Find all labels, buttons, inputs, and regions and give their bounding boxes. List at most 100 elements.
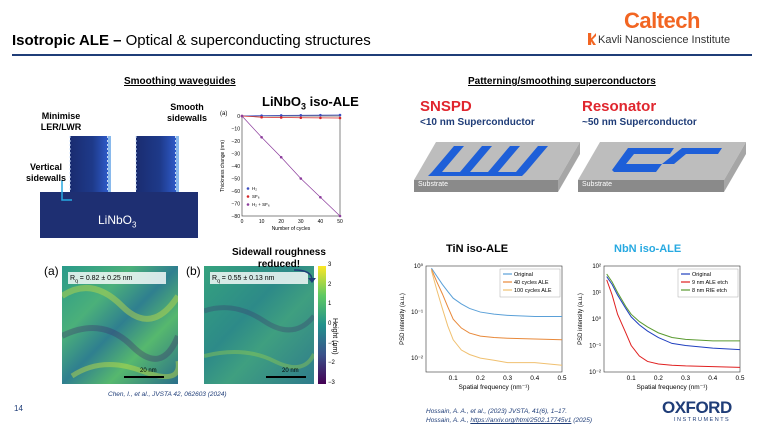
y-tick-label: −50 xyxy=(232,177,241,183)
panel-label: (a) xyxy=(220,111,227,117)
x-tick-label: 10 xyxy=(259,219,265,225)
y-tick-label: −60 xyxy=(232,189,241,195)
x-tick-label: 0.1 xyxy=(627,375,636,382)
y-axis-label: PSD intensity (a.u.) xyxy=(400,293,406,345)
series-line xyxy=(431,267,562,318)
data-point xyxy=(279,116,283,119)
tin-psd-chart: 10⁰ 10⁻¹ 10⁻² 0.1 0.2 0.3 0.4 0.5 Spatial freque… xyxy=(400,263,567,391)
title-rule xyxy=(12,54,752,56)
x-tick-label: 50 xyxy=(337,219,343,225)
data-point xyxy=(279,155,283,159)
colorbar-tick: 2 xyxy=(328,281,332,288)
y-tick-label: −40 xyxy=(232,164,241,170)
colorbar-label: Height (nm) xyxy=(331,318,338,355)
y-axis-label: Thickness change (nm) xyxy=(220,140,226,192)
data-point xyxy=(319,195,322,199)
colorbar-tick: −2 xyxy=(328,360,335,367)
data-point xyxy=(260,135,263,139)
snspd-title: SNSPD xyxy=(420,98,472,115)
x-tick-label: 0.3 xyxy=(503,375,512,382)
callout-arrow-icon xyxy=(293,269,316,283)
section-title-superconductors: Patterning/smoothing superconductors xyxy=(468,76,656,87)
resonator-title: Resonator xyxy=(582,98,657,115)
x-tick-label: 0.4 xyxy=(708,375,717,382)
arxiv-link[interactable]: https://arxiv.org/html/2502.17745v1 xyxy=(470,417,572,424)
series-line xyxy=(606,279,741,368)
panel-label-a: (a) xyxy=(44,264,59,278)
plot-frame xyxy=(241,115,341,217)
x-tick-label: 0.1 xyxy=(449,375,458,382)
data-point xyxy=(260,115,263,119)
waveguide-left xyxy=(70,136,108,192)
data-point xyxy=(279,114,283,117)
data-point xyxy=(299,177,303,180)
data-point xyxy=(338,116,342,120)
waveguide-right xyxy=(136,136,176,192)
snspd-subtitle: <10 nm Superconductor xyxy=(420,117,535,128)
page-number: 14 xyxy=(14,404,23,413)
data-point xyxy=(299,116,303,120)
caltech-logo: Caltech xyxy=(624,8,700,33)
legend-entry: 40 cycles ALE xyxy=(514,280,549,286)
chart-title-linbo3: LiNbO3 iso-ALE xyxy=(262,94,359,112)
afm-a-roughness: Rq = 0.82 ± 0.25 nm xyxy=(70,275,133,285)
y-tick-label: 10¹ xyxy=(592,291,601,297)
oxford-logo-subtitle: INSTRUMENTS xyxy=(674,417,731,423)
series-line xyxy=(430,270,563,366)
afm-image-a xyxy=(62,266,178,384)
kavli-logo-icon xyxy=(588,33,596,45)
x-tick-label: 0.3 xyxy=(681,375,690,382)
plot-frame xyxy=(603,265,741,373)
panel-label-b: (b) xyxy=(186,264,201,278)
section-title-waveguides: Smoothing waveguides xyxy=(124,76,236,87)
y-tick-label: 10⁻² xyxy=(589,370,601,376)
y-tick-label: −30 xyxy=(232,152,241,158)
linbo3-ale-chart: (a) 0−10−20−30−40−50−60−70−800 10 20 30 40 50N… xyxy=(220,111,343,232)
snspd-diagram xyxy=(414,142,580,192)
legend-entry: H₂ + SF₆ xyxy=(252,202,270,207)
resonator-subtitle: ~50 nm Superconductor xyxy=(582,117,697,128)
legend-marker xyxy=(246,187,250,190)
series-line xyxy=(606,276,741,351)
plot-frame xyxy=(425,265,563,373)
y-tick-label: 10⁻¹ xyxy=(411,310,423,316)
x-tick-label: 20 xyxy=(278,219,284,225)
y-tick-label: −10 xyxy=(232,127,241,133)
x-axis-label: Number of cycles xyxy=(272,226,311,232)
data-point xyxy=(240,114,244,118)
x-tick-label: 30 xyxy=(298,219,304,225)
y-tick-label: 10⁰ xyxy=(414,263,424,270)
x-axis-label: Spatial frequency (nm⁻¹) xyxy=(637,384,708,391)
x-tick-label: 0.2 xyxy=(476,375,485,382)
oxford-logo: OXFORD xyxy=(662,398,732,417)
colorbar-ticks: 3 2 1 0 −1 −2 −3 xyxy=(328,262,342,386)
y-tick-label: −70 xyxy=(232,202,241,208)
height-colorbar xyxy=(318,266,326,384)
legend-entry: Original xyxy=(514,272,533,278)
afm-image-b xyxy=(204,266,314,384)
roughness-callout: Sidewall roughness reduced! xyxy=(232,247,326,270)
legend-entry: SF₆ xyxy=(252,194,260,199)
data-point xyxy=(319,113,322,117)
y-tick-label: 10² xyxy=(592,264,601,270)
afm-b-scale: 20 nm xyxy=(282,368,299,374)
legend-entry: H₂ xyxy=(252,186,257,191)
resonator-substrate-label: Substrate xyxy=(582,181,612,188)
citation-hossain-1: Hossain, A. A., et al., (2023) JVSTA, 41… xyxy=(426,408,568,415)
tin-title: TiN iso-ALE xyxy=(446,243,509,255)
legend-entry: 8 nm RIE etch xyxy=(692,288,727,294)
legend-marker xyxy=(246,195,250,198)
legend-entry: Original xyxy=(692,272,711,278)
label-vertical: Vertical sidewalls xyxy=(25,162,67,183)
x-axis-label: Spatial frequency (nm⁻¹) xyxy=(459,384,530,391)
x-tick-label: 40 xyxy=(318,219,324,225)
series-line xyxy=(430,269,563,341)
legend-entry: 9 nm ALE etch xyxy=(692,280,728,286)
label-minimise: Minimise LER/LWR xyxy=(40,111,82,132)
series-line xyxy=(606,273,740,342)
data-point xyxy=(338,214,342,218)
series-line xyxy=(241,114,341,117)
legend-marker xyxy=(246,203,250,206)
colorbar-tick: 0 xyxy=(328,321,332,327)
y-tick-label: 10⁻¹ xyxy=(589,344,601,350)
